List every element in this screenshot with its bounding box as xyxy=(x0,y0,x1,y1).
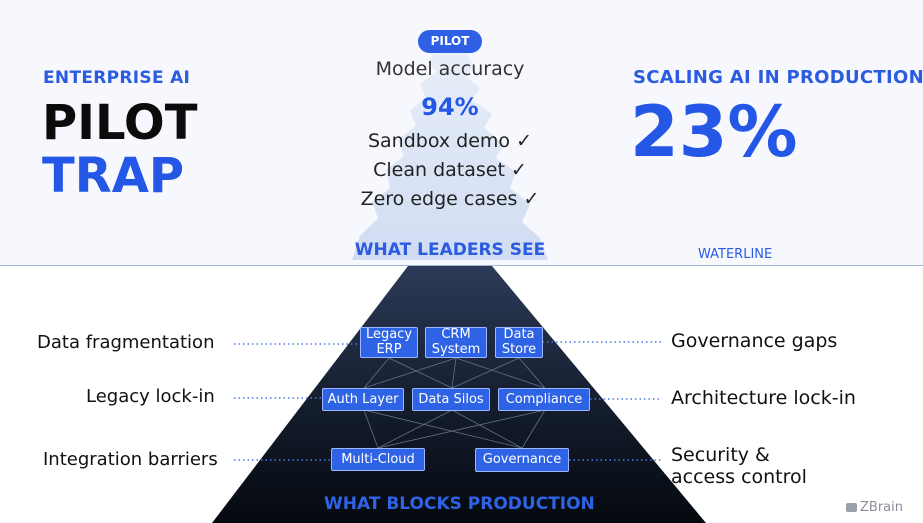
label-integration-barriers: Integration barriers xyxy=(43,449,218,470)
node-auth-layer: Auth Layer xyxy=(322,388,404,411)
brand-logo: ZBrain xyxy=(846,500,903,515)
title-trap: TRAP xyxy=(42,148,185,204)
brand-mark-icon xyxy=(846,503,857,512)
check-sandbox-demo: Sandbox demo ✓ xyxy=(367,130,533,152)
scaling-kicker: SCALING AI IN PRODUCTION xyxy=(633,67,923,88)
label-data-fragmentation: Data fragmentation xyxy=(37,332,215,353)
iceberg-tip xyxy=(352,52,548,260)
node-data-silos: Data Silos xyxy=(412,388,490,411)
node-multi-cloud: Multi-Cloud xyxy=(331,448,425,471)
what-leaders-see-caption: WHAT LEADERS SEE xyxy=(354,240,546,260)
label-legacy-lock-in: Legacy lock-in xyxy=(86,386,215,407)
check-zero-edge-cases: Zero edge cases ✓ xyxy=(360,188,540,210)
label-security-access-control: Security & access control xyxy=(671,444,807,488)
node-compliance: Compliance xyxy=(498,388,590,411)
title-pilot: PILOT xyxy=(42,95,198,151)
what-blocks-production-caption: WHAT BLOCKS PRODUCTION xyxy=(324,494,595,514)
label-governance-gaps: Governance gaps xyxy=(671,330,838,352)
node-data-store: Data Store xyxy=(495,327,543,358)
node-legacy-erp: Legacy ERP xyxy=(360,327,418,358)
node-governance: Governance xyxy=(475,448,569,472)
pilot-badge: PILOT xyxy=(418,30,482,53)
model-accuracy-value: 94% xyxy=(421,93,479,121)
waterline-label: WATERLINE xyxy=(698,247,773,262)
dotted-leaders xyxy=(234,341,662,461)
enterprise-ai-kicker: ENTERPRISE AI xyxy=(43,68,191,88)
scaling-stat: 23% xyxy=(630,91,798,173)
label-architecture-lock-in: Architecture lock-in xyxy=(671,387,856,409)
waterline-rule xyxy=(0,265,923,266)
model-accuracy-label: Model accuracy xyxy=(375,58,525,80)
connector-lines xyxy=(363,357,546,449)
check-clean-dataset: Clean dataset ✓ xyxy=(373,159,527,181)
node-crm-system: CRM System xyxy=(425,327,487,358)
